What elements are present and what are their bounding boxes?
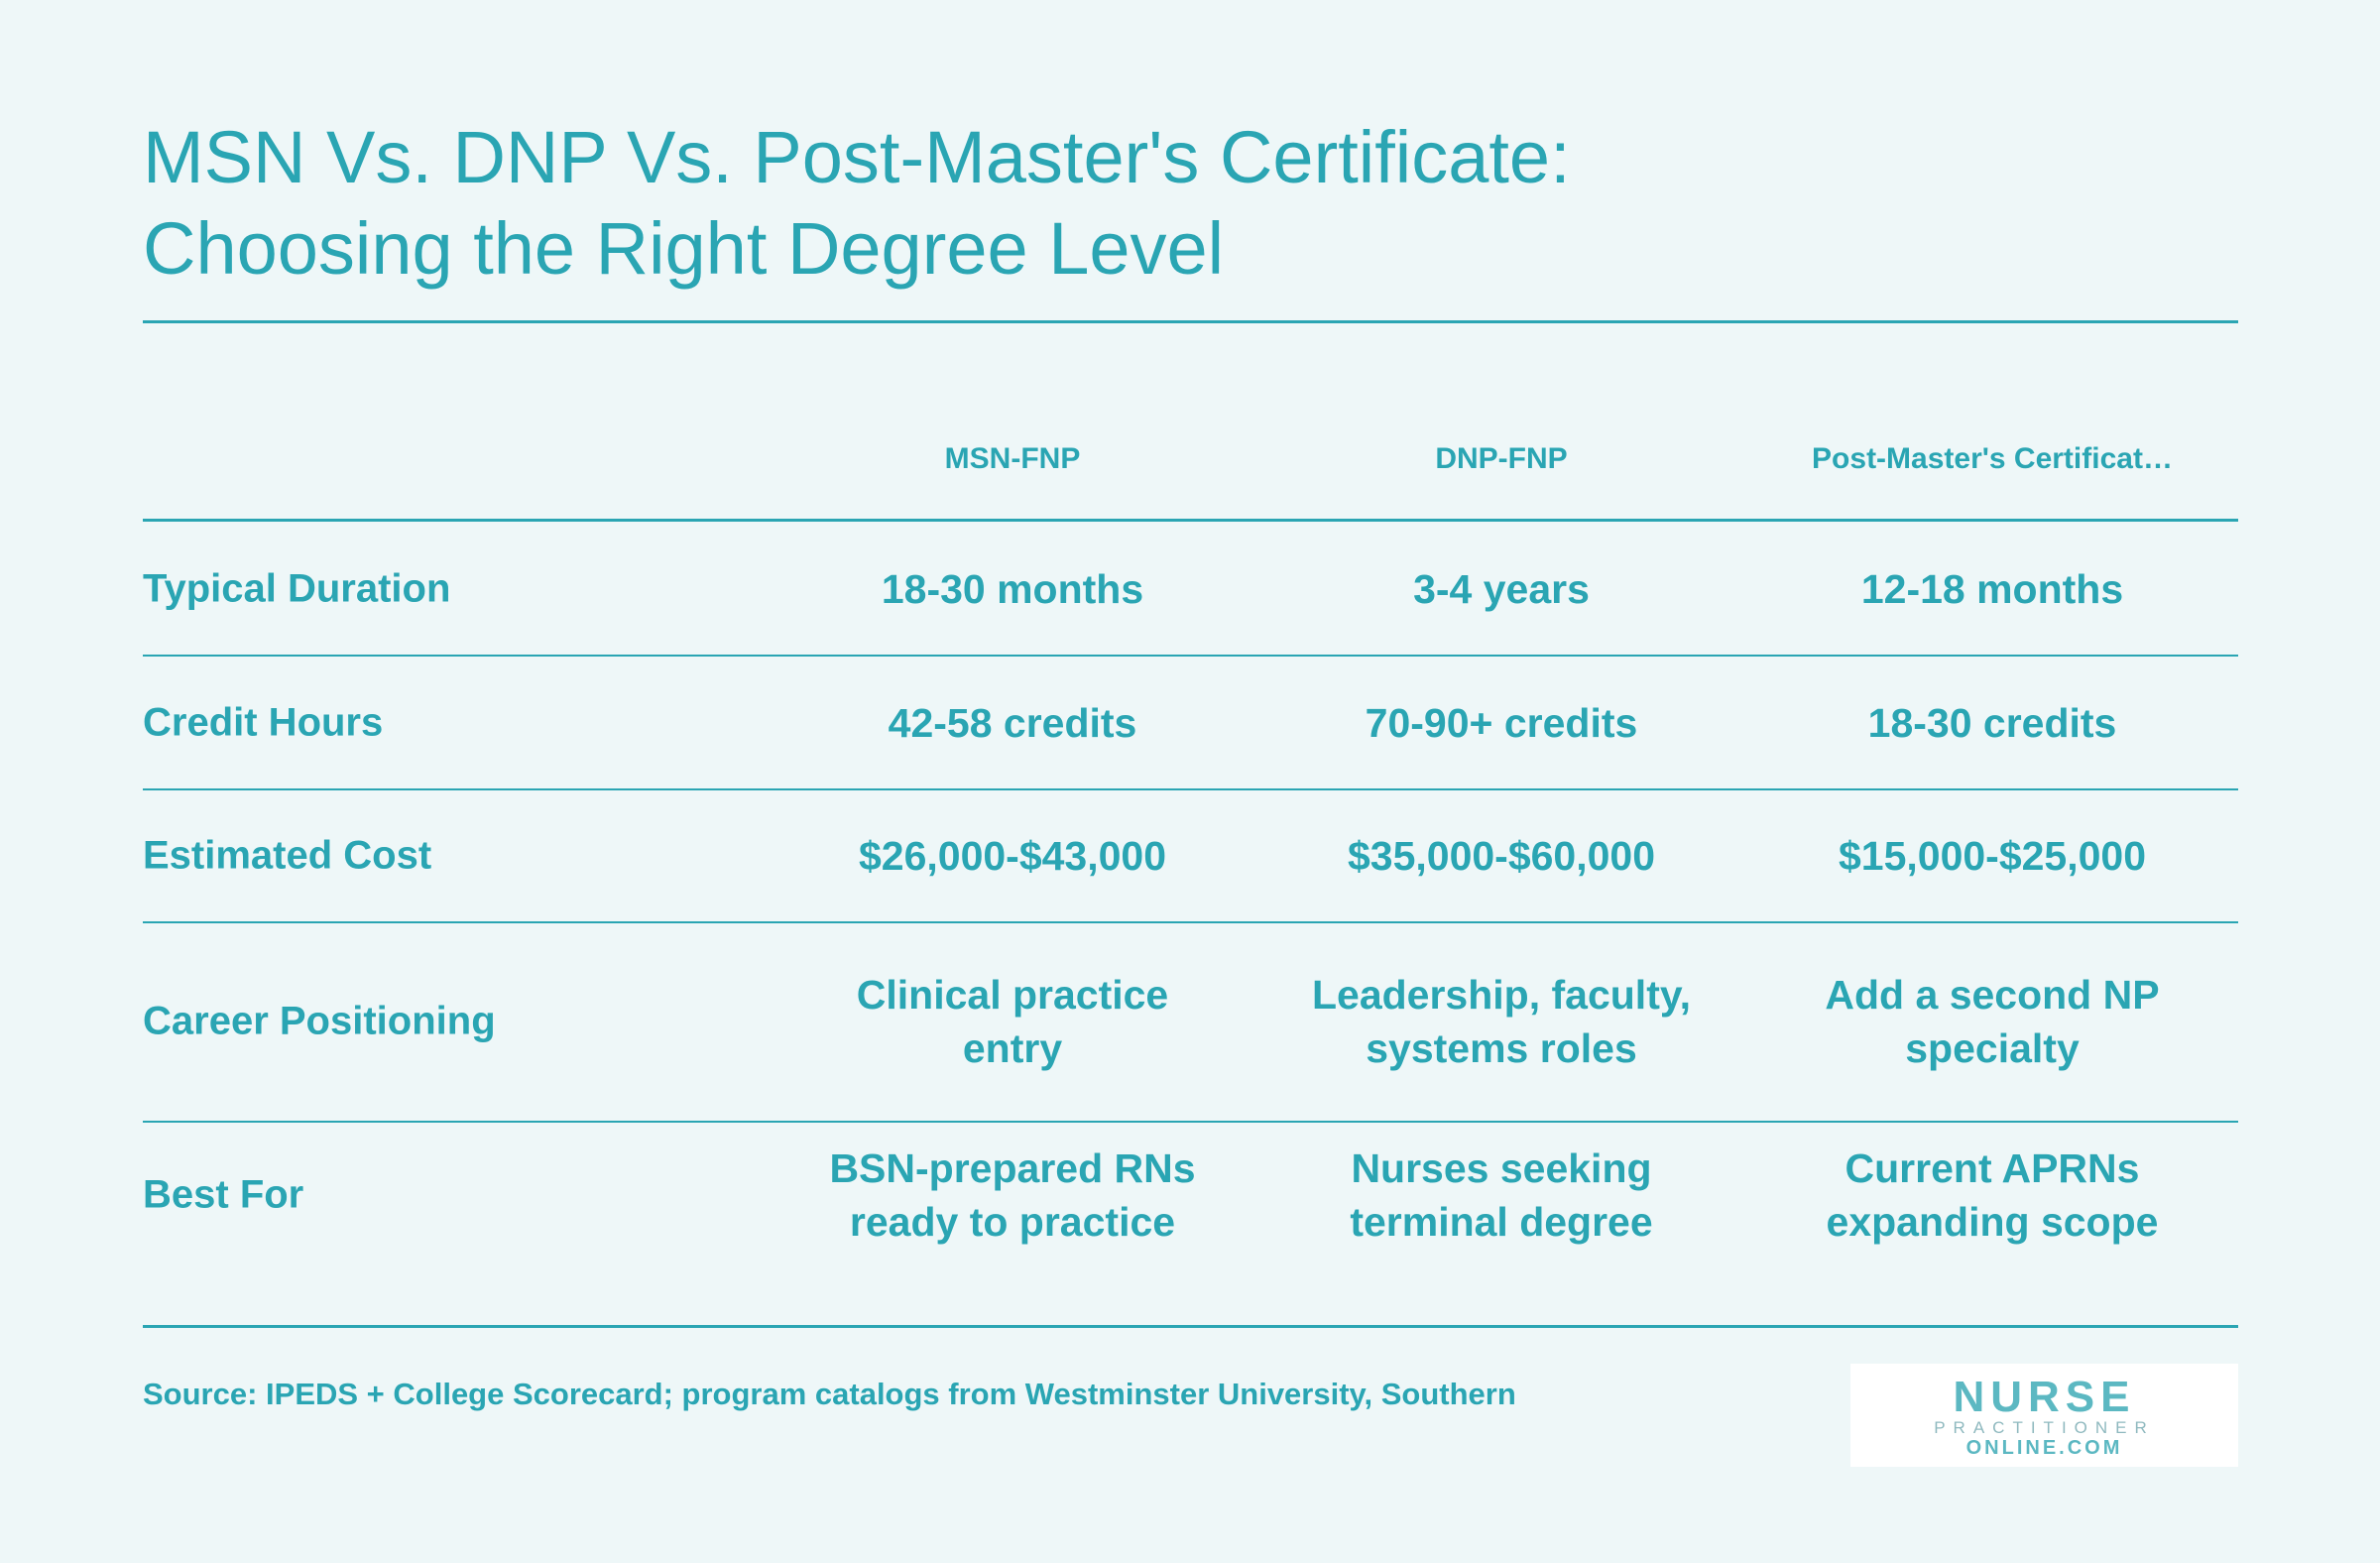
logo-text: PRACTITIONER	[1934, 1418, 2155, 1437]
row-rule	[143, 921, 2238, 923]
cell: 18-30 months	[881, 566, 1144, 612]
cell: 18-30 credits	[1867, 700, 2117, 746]
column-header: DNP-FNP	[1435, 442, 1568, 475]
row-label: Best For	[143, 1172, 304, 1217]
header-rule	[143, 519, 2238, 522]
logo-text: ONLINE.COM	[1965, 1437, 2123, 1459]
title-rule	[143, 320, 2238, 323]
cell: 3-4 years	[1413, 566, 1590, 612]
title-line: MSN Vs. DNP Vs. Post-Master's Certificat…	[143, 116, 1571, 198]
cell: Nurses seeking terminal degree	[1350, 1145, 1653, 1245]
cell: $26,000-$43,000	[858, 833, 1167, 879]
row-rule	[143, 655, 2238, 657]
row-label: Estimated Cost	[143, 833, 432, 878]
source: Source: IPEDS + College Scorecard; progr…	[143, 1377, 1516, 1411]
cell: Leadership, faculty, systems roles	[1311, 972, 1691, 1071]
cell: BSN-prepared RNs ready to practice	[829, 1145, 1196, 1245]
row-label: Career Positioning	[143, 999, 496, 1043]
cell: 42-58 credits	[888, 700, 1137, 746]
bottom-rule	[143, 1325, 2238, 1328]
cell: $35,000-$60,000	[1347, 833, 1656, 879]
row-rule	[143, 788, 2238, 790]
column-header: Post-Master's Certificat…	[1812, 442, 2173, 475]
cell: $15,000-$25,000	[1838, 833, 2147, 879]
row-label: Typical Duration	[143, 566, 451, 611]
column-header: MSN-FNP	[944, 442, 1081, 475]
row-label: Credit Hours	[143, 700, 384, 745]
row-rule	[143, 1121, 2238, 1123]
logo-text: NURSE	[1953, 1373, 2136, 1421]
cell: Add a second NP specialty	[1825, 972, 2160, 1071]
cell: 12-18 months	[1860, 566, 2124, 612]
cell: Current APRNs expanding scope	[1826, 1145, 2159, 1245]
logo: NURSE PRACTITIONER ONLINE.COM	[1850, 1364, 2238, 1467]
cell: 70-90+ credits	[1365, 700, 1638, 746]
title-line: Choosing the Right Degree Level	[143, 207, 1225, 290]
cell: Clinical practice entry	[856, 972, 1169, 1071]
